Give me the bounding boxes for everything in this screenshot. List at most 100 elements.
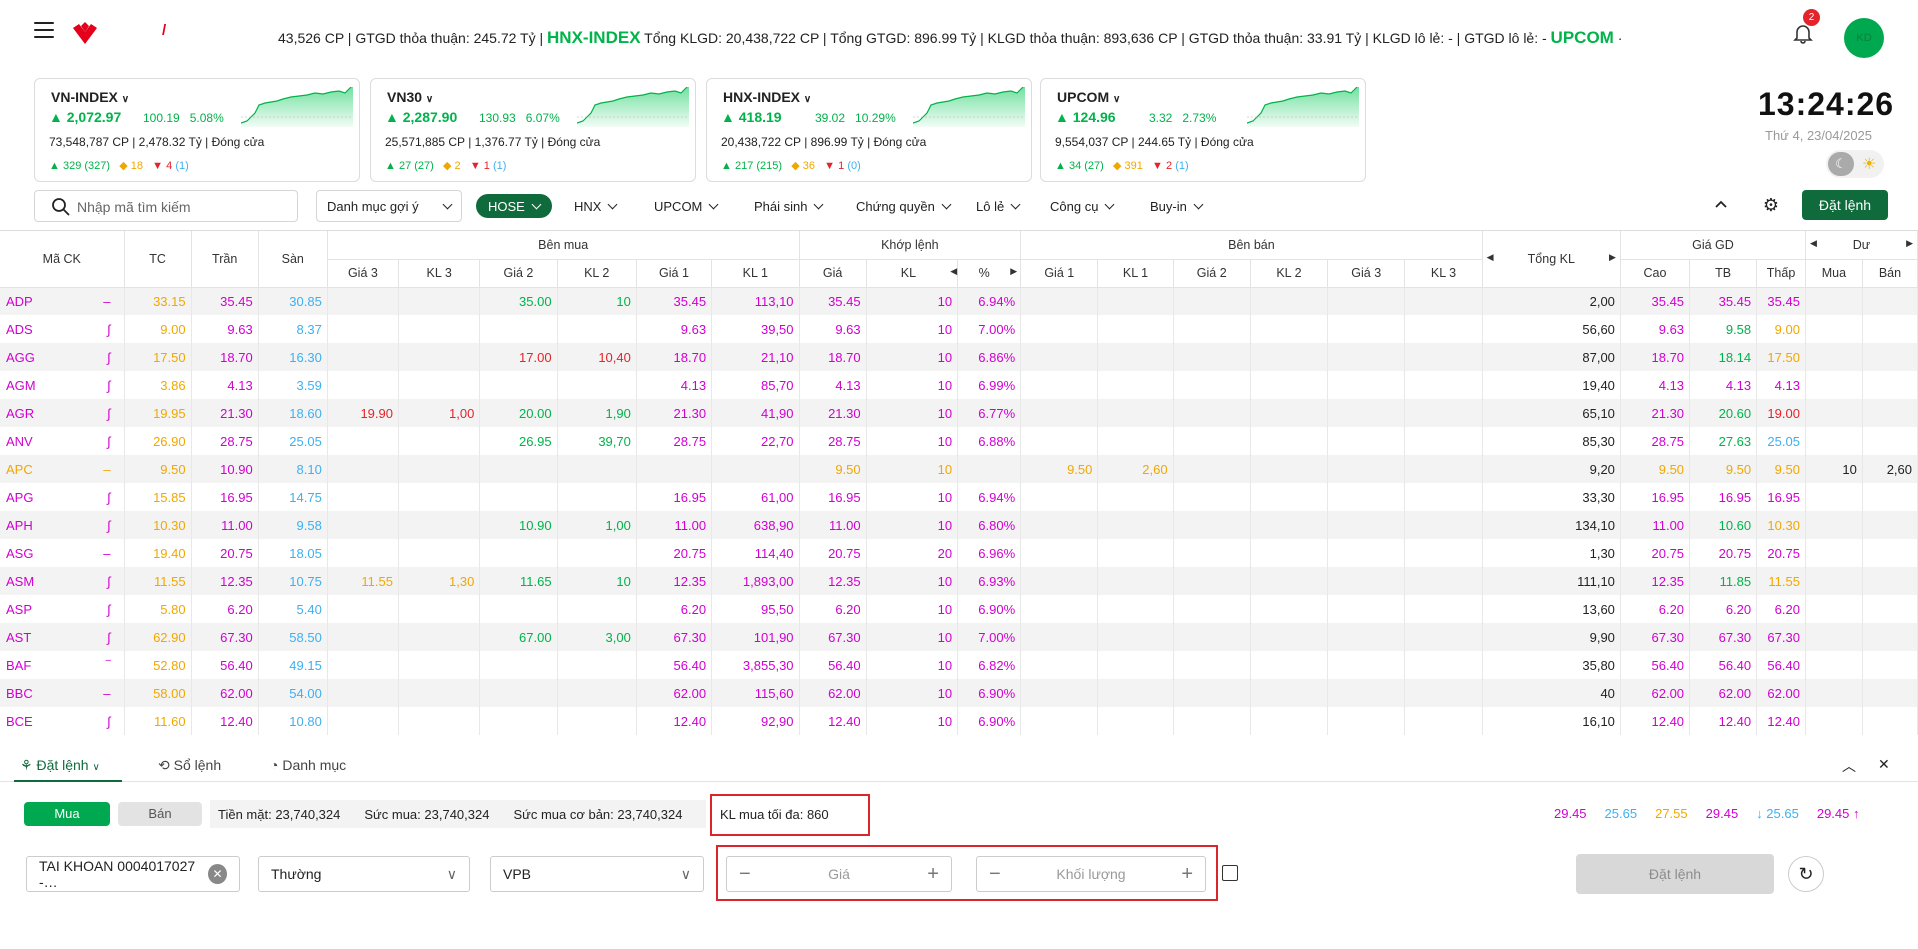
- quick-price[interactable]: 27.55: [1655, 806, 1688, 821]
- sell-button[interactable]: Bán: [118, 802, 202, 826]
- close-icon[interactable]: ✕: [1878, 756, 1890, 772]
- place-order-button[interactable]: Đặt lệnh: [1802, 190, 1888, 220]
- quick-price[interactable]: 29.45 ↑: [1816, 806, 1860, 821]
- table-row[interactable]: AGM ∫ 3.86 4.13 3.59 4.13 85,70 4.13 10 6.99% 19,4…: [0, 371, 1918, 399]
- scroll-right-icon[interactable]: ▶: [1906, 237, 1913, 248]
- symbol-select[interactable]: VPB ∨: [490, 856, 704, 892]
- scroll-right-icon[interactable]: ▶: [1609, 251, 1616, 262]
- index-card[interactable]: UPCOM ∨ ▲ 124.96 3.32 2.73% 9,554,037 CP | …: [1040, 78, 1366, 182]
- table-row[interactable]: BBC –58.00 62.00 54.00 62.00 115,60 62.00 10 6.9…: [0, 679, 1918, 707]
- avatar[interactable]: KD: [1844, 18, 1884, 58]
- account-select[interactable]: TAI KHOAN 0004017027 -… ✕: [26, 856, 240, 892]
- symbol-cell[interactable]: ASP ∫: [0, 595, 125, 623]
- option-checkbox[interactable]: [1222, 865, 1238, 881]
- watchlist-select[interactable]: Danh mục gợi ý: [316, 190, 462, 222]
- table-row[interactable]: ADS ∫ 9.00 9.63 8.37 9.63 39,50 9.63 10 7.00% 56,6…: [0, 315, 1918, 343]
- col-askvol2[interactable]: KL 2: [1250, 259, 1329, 288]
- col-foreign-sell[interactable]: Bán: [1862, 259, 1918, 288]
- col-askvol3[interactable]: KL 3: [1404, 259, 1483, 288]
- scroll-left-icon[interactable]: ◀: [1486, 251, 1494, 262]
- symbol-cell[interactable]: BBC –: [0, 679, 125, 707]
- filter-6[interactable]: Buy-in: [1140, 190, 1212, 222]
- filter-1[interactable]: UPCOM: [644, 190, 727, 222]
- filter-3[interactable]: Chứng quyền: [846, 190, 960, 222]
- col-bid2[interactable]: Giá 2: [479, 259, 558, 288]
- refresh-icon[interactable]: ↻: [1788, 856, 1824, 892]
- search-input[interactable]: Nhập mã tìm kiếm: [34, 190, 298, 222]
- filter-0[interactable]: HNX: [564, 190, 626, 222]
- exchange-hose-button[interactable]: HOSE: [476, 194, 552, 218]
- symbol-cell[interactable]: APH ∫: [0, 511, 125, 539]
- tab-portfolio[interactable]: ◔ Danh mục: [270, 757, 346, 773]
- col-bidvol2[interactable]: KL 2: [557, 259, 637, 288]
- plus-icon[interactable]: +: [927, 862, 939, 885]
- symbol-cell[interactable]: ADP –: [0, 287, 125, 315]
- table-row[interactable]: APH ∫ 10.30 11.00 9.58 10.90 1,00 11.00 638,90 11…: [0, 511, 1918, 539]
- table-row[interactable]: AGR ∫ 19.95 21.30 18.60 19.90 1,00 20.00 1,90 21.…: [0, 399, 1918, 427]
- col-ceiling[interactable]: Trần: [191, 231, 259, 288]
- clear-icon[interactable]: ✕: [208, 864, 227, 884]
- col-high[interactable]: Cao: [1620, 259, 1691, 288]
- tab-place-order[interactable]: ⚘ Đặt lệnh ∨: [20, 757, 100, 774]
- col-low[interactable]: Thấp: [1756, 259, 1806, 288]
- order-type-select[interactable]: Thường ∨: [258, 856, 470, 892]
- filter-5[interactable]: Công cụ: [1040, 190, 1123, 222]
- gear-icon[interactable]: ⚙: [1762, 195, 1780, 215]
- menu-icon[interactable]: [34, 22, 54, 38]
- bell-icon[interactable]: [1792, 22, 1814, 44]
- col-askvol1[interactable]: KL 1: [1097, 259, 1174, 288]
- index-card[interactable]: HNX-INDEX ∨ ▲ 418.19 39.02 10.29% 20,438,72…: [706, 78, 1032, 182]
- quick-price[interactable]: 25.65: [1604, 806, 1638, 821]
- col-ref[interactable]: TC: [124, 231, 192, 288]
- index-card[interactable]: VN-INDEX ∨ ▲ 2,072.97 100.19 5.08% 73,548,7…: [34, 78, 360, 182]
- table-row[interactable]: ASG –19.40 20.75 18.05 20.75 114,40 20.75 20 6.9…: [0, 539, 1918, 567]
- table-row[interactable]: BAF ‾ 52.80 56.40 49.15 56.40 3,855,30 56.40 10 6…: [0, 651, 1918, 679]
- index-name[interactable]: VN30 ∨: [387, 89, 434, 105]
- table-row[interactable]: ASP ∫ 5.80 6.20 5.40 6.20 95,50 6.20 10 6.90% 13,6…: [0, 595, 1918, 623]
- symbol-cell[interactable]: BCE ∫: [0, 707, 125, 735]
- quantity-input[interactable]: − Khối lượng +: [976, 856, 1206, 892]
- symbol-cell[interactable]: AGG ∫: [0, 343, 125, 371]
- index-card[interactable]: VN30 ∨ ▲ 2,287.90 130.93 6.07% 25,571,885 C…: [370, 78, 696, 182]
- quick-price[interactable]: 29.45: [1554, 806, 1587, 821]
- tab-order-book[interactable]: ⟲ Sổ lệnh: [158, 757, 221, 774]
- price-input[interactable]: − Giá +: [726, 856, 952, 892]
- col-match-volume[interactable]: KL ◀: [866, 259, 959, 288]
- symbol-cell[interactable]: AGR ∫: [0, 399, 125, 427]
- index-name[interactable]: VN-INDEX ∨: [51, 89, 130, 105]
- table-row[interactable]: APG ∫ 15.85 16.95 14.75 16.95 61,00 16.95 10 6.94…: [0, 483, 1918, 511]
- scroll-left-icon[interactable]: ◀: [1809, 237, 1817, 248]
- collapse-icon[interactable]: [1706, 190, 1736, 220]
- symbol-cell[interactable]: APG ∫: [0, 483, 125, 511]
- col-avg[interactable]: TB: [1689, 259, 1758, 288]
- brand-logo-icon[interactable]: [70, 20, 100, 49]
- symbol-cell[interactable]: AST ∫: [0, 623, 125, 651]
- col-bid3[interactable]: Giá 3: [327, 259, 399, 288]
- plus-icon[interactable]: +: [1181, 862, 1193, 885]
- symbol-cell[interactable]: ASG –: [0, 539, 125, 567]
- col-bidvol1[interactable]: KL 1: [711, 259, 800, 288]
- quick-price[interactable]: ↓ 25.65: [1756, 806, 1799, 821]
- index-name[interactable]: UPCOM ∨: [1057, 89, 1121, 105]
- table-row[interactable]: APC –9.50 10.90 8.10 9.50 10 9.50 2,60 9,20 9.50 9…: [0, 455, 1918, 483]
- col-foreign-buy[interactable]: Mua: [1805, 259, 1863, 288]
- symbol-cell[interactable]: APC –: [0, 455, 125, 483]
- minus-icon[interactable]: −: [989, 862, 1001, 885]
- toggle-right-icon[interactable]: ▶: [1010, 266, 1018, 276]
- table-row[interactable]: ADP –33.15 35.45 30.85 35.00 10 35.45 113,10 35.…: [0, 287, 1918, 315]
- toggle-left-icon[interactable]: ◀: [950, 266, 958, 276]
- col-symbol[interactable]: Mã CK: [0, 231, 125, 288]
- table-row[interactable]: ASM ∫ 11.55 12.35 10.75 11.55 1,30 11.65 10 12.35…: [0, 567, 1918, 595]
- filter-4[interactable]: Lô lẻ: [966, 190, 1029, 222]
- filter-2[interactable]: Phái sinh: [744, 190, 832, 222]
- minus-icon[interactable]: −: [739, 862, 751, 885]
- col-bidvol3[interactable]: KL 3: [398, 259, 481, 288]
- col-match-price[interactable]: Giá: [799, 259, 867, 288]
- col-ask1[interactable]: Giá 1: [1020, 259, 1099, 288]
- table-row[interactable]: BCE ∫ 11.60 12.40 10.80 12.40 92,90 12.40 10 6.90…: [0, 707, 1918, 735]
- col-ask2[interactable]: Giá 2: [1173, 259, 1251, 288]
- theme-toggle[interactable]: ☾ ☀: [1826, 150, 1884, 178]
- col-match-pct[interactable]: % ▶: [957, 259, 1022, 288]
- col-total-volume[interactable]: ◀ Tổng KL ▶: [1482, 231, 1621, 288]
- quick-price[interactable]: 29.45: [1705, 806, 1739, 821]
